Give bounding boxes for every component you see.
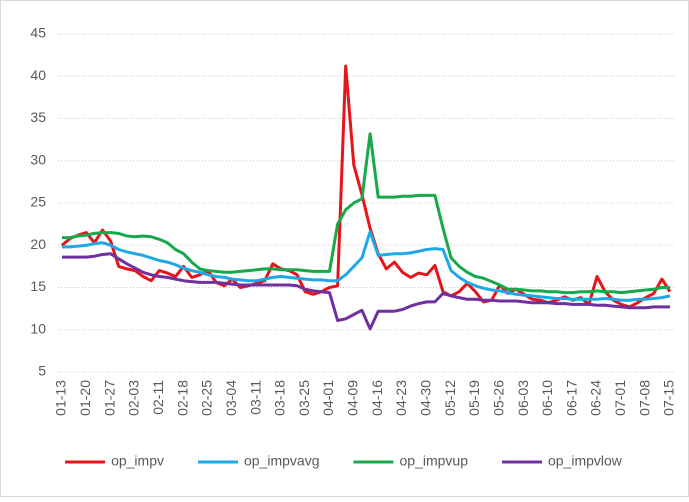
y-tick-label: 35 (30, 109, 46, 125)
x-tick-label: 05-19 (466, 380, 482, 416)
legend-label: op_impvup (399, 453, 468, 469)
y-tick-label: 40 (30, 67, 46, 83)
x-tick-label: 07-15 (661, 380, 677, 416)
x-tick-label: 03-25 (296, 380, 312, 416)
x-tick-label: 04-01 (320, 380, 336, 416)
x-tick-label: 01-13 (53, 380, 69, 416)
series-line (62, 252, 670, 331)
y-tick-label: 10 (30, 320, 46, 336)
y-tick-label: 30 (30, 151, 46, 167)
y-tick-label: 25 (30, 194, 46, 210)
x-tick-label: 02-03 (126, 380, 142, 416)
x-tick-label: 03-18 (272, 380, 288, 416)
x-tick-label: 06-17 (563, 380, 579, 416)
x-tick-label: 02-25 (199, 380, 215, 416)
legend-item: op_impvup (353, 453, 468, 469)
x-tick-label: 04-23 (393, 380, 409, 416)
x-tick-label: 01-20 (77, 380, 93, 416)
legend-label: op_impvavg (244, 453, 320, 469)
legend-label: op_impvlow (548, 453, 623, 469)
x-tick-label: 03-11 (247, 380, 263, 415)
legend-item: op_impvavg (197, 453, 320, 469)
series-line (62, 132, 670, 295)
x-tick-label: 06-10 (539, 380, 555, 416)
x-tick-label: 06-03 (515, 380, 531, 416)
y-tick-label: 20 (30, 236, 46, 252)
legend-item: op_impv (65, 453, 164, 469)
x-tick-label: 05-12 (442, 380, 458, 416)
x-tick-label: 01-27 (101, 380, 117, 416)
y-tick-label: 15 (30, 278, 46, 294)
y-tick-label: 45 (30, 25, 46, 41)
legend-label: op_impv (111, 453, 164, 469)
x-tick-label: 06-24 (588, 380, 604, 416)
series-line (62, 230, 671, 302)
x-tick-label: 04-16 (369, 380, 385, 416)
x-tick-label: 03-04 (223, 380, 239, 416)
y-tick-label: 5 (38, 363, 46, 379)
legend-item: op_impvlow (501, 453, 623, 469)
x-tick-label: 04-09 (345, 380, 361, 416)
x-tick-label: 07-08 (636, 380, 652, 416)
x-tick-label: 02-11 (150, 380, 166, 415)
x-tick-label: 02-18 (174, 380, 190, 416)
x-tick-label: 05-26 (490, 380, 506, 416)
x-tick-label: 04-30 (418, 380, 434, 416)
x-tick-label: 07-01 (612, 380, 628, 416)
